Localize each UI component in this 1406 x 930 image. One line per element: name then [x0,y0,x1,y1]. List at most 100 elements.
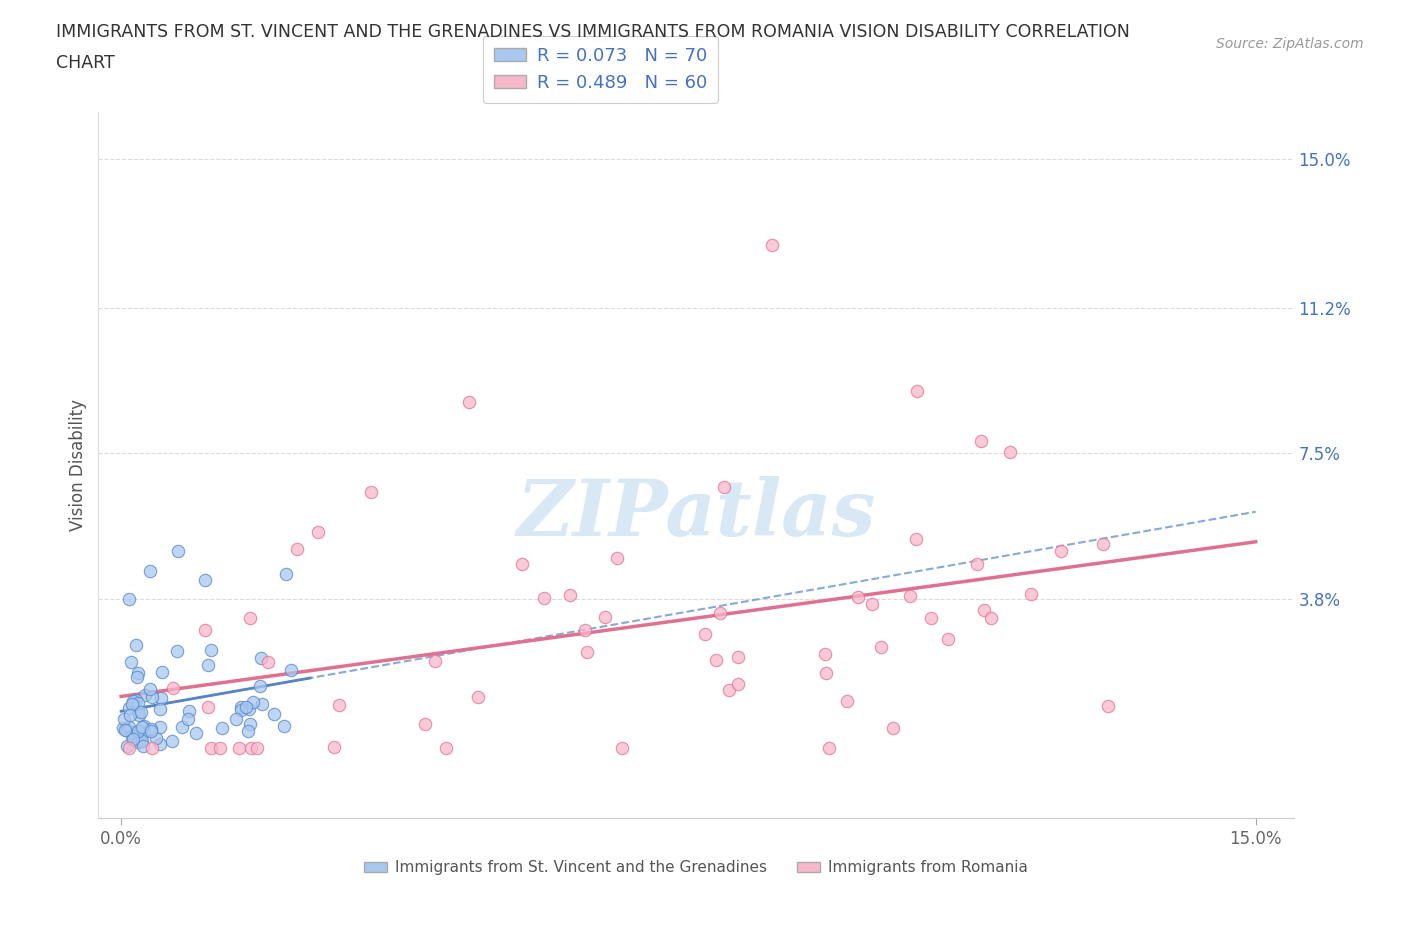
Point [860,596,883,611]
Point [576,644,599,659]
Point [818,740,841,755]
Point [242,694,264,709]
Point [239,717,262,732]
Point [973,603,995,618]
Point [120,655,142,670]
Point [905,384,928,399]
Point [727,677,749,692]
Point [273,719,295,734]
Point [197,658,219,673]
Point [1092,537,1115,551]
Point [231,702,253,717]
Point [160,733,183,748]
Point [695,627,717,642]
Point [138,682,160,697]
Point [197,699,219,714]
Point [595,609,617,624]
Point [969,433,991,448]
Point [560,587,582,602]
Text: Source: ZipAtlas.com: Source: ZipAtlas.com [1216,37,1364,51]
Point [184,725,207,740]
Point [882,721,904,736]
Point [1097,699,1119,714]
Point [141,722,163,737]
Point [307,525,329,539]
Point [118,701,141,716]
Point [141,690,163,705]
Point [127,696,149,711]
Point [606,551,628,565]
Point [980,611,1002,626]
Point [280,663,302,678]
Point [170,720,193,735]
Point [127,704,149,719]
Point [194,573,217,588]
Point [229,699,252,714]
Point [966,556,988,571]
Point [239,740,262,755]
Point [574,622,596,637]
Point [225,711,247,726]
Point [761,238,783,253]
Point [533,591,555,605]
Point [122,693,145,708]
Point [122,724,145,739]
Point [125,693,148,708]
Point [208,740,231,755]
Point [706,653,728,668]
Point [263,707,285,722]
Point [898,589,921,604]
Point [129,705,152,720]
Point [118,591,141,606]
Point [132,738,155,753]
Point [249,678,271,693]
Point [936,631,959,646]
Point [139,724,162,738]
Point [512,556,534,571]
Point [250,697,273,711]
Point [413,716,436,731]
Point [121,732,143,747]
Point [177,703,200,718]
Text: CHART: CHART [56,54,115,72]
Point [848,590,870,604]
Point [236,724,259,738]
Point [115,738,138,753]
Point [139,564,162,578]
Point [238,701,260,716]
Point [1019,586,1042,601]
Point [235,699,257,714]
Text: IMMIGRANTS FROM ST. VINCENT AND THE GRENADINES VS IMMIGRANTS FROM ROMANIA VISION: IMMIGRANTS FROM ST. VINCENT AND THE GREN… [56,23,1130,41]
Point [150,665,173,680]
Point [200,740,222,755]
Point [1050,543,1073,558]
Point [145,731,167,746]
Point [166,644,188,658]
Point [323,739,346,754]
Point [118,740,141,755]
Point [131,733,153,748]
Legend: R = 0.073   N = 70, R = 0.489   N = 60: R = 0.073 N = 70, R = 0.489 N = 60 [482,36,718,102]
Point [125,637,148,652]
Point [132,719,155,734]
Point [194,623,217,638]
Point [211,721,233,736]
Point [328,698,350,712]
Point [276,566,298,581]
Point [837,693,859,708]
Point [814,666,837,681]
Point [149,720,172,735]
Point [118,708,141,723]
Point [709,605,731,620]
Point [124,733,146,748]
Point [131,720,153,735]
Point [134,688,156,703]
Point [285,542,308,557]
Point [149,691,172,706]
Point [458,394,481,409]
Point [610,740,633,755]
Point [148,737,170,751]
Point [814,646,837,661]
Point [250,651,273,666]
Point [121,697,143,711]
